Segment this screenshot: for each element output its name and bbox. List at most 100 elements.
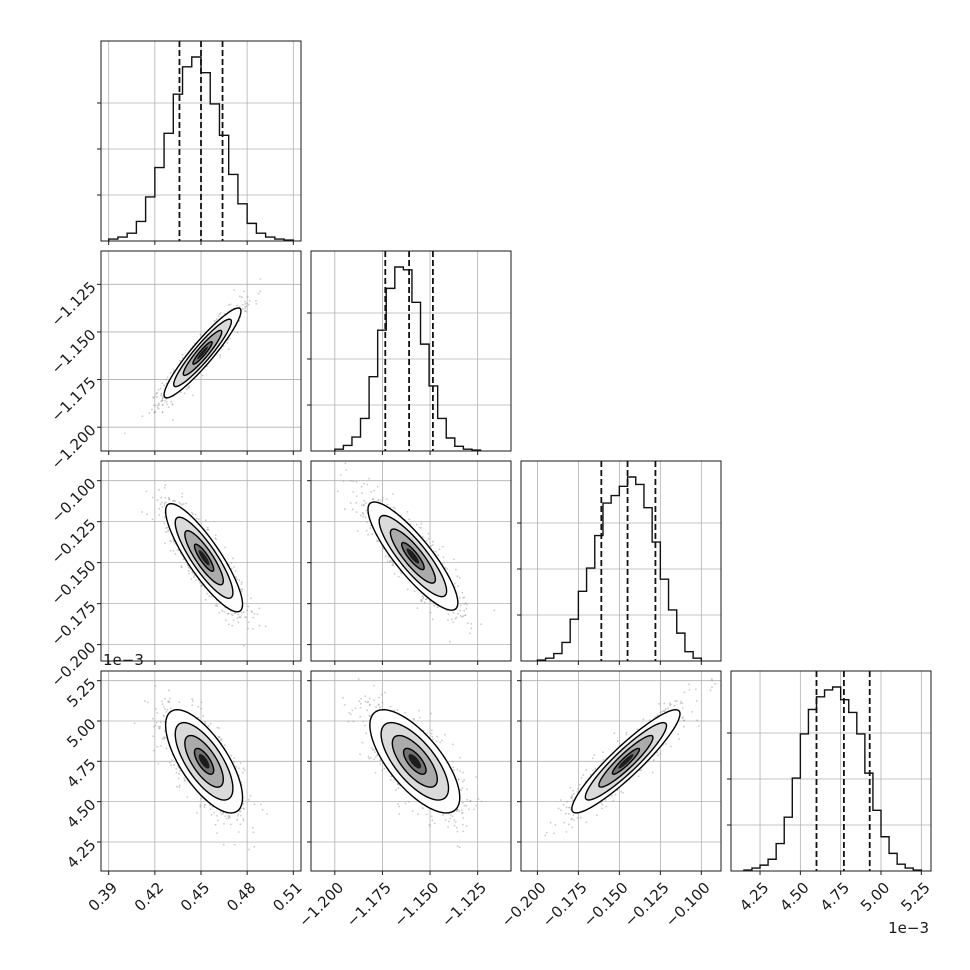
sample-point [352, 480, 355, 483]
sample-point [230, 567, 233, 570]
sample-point [215, 538, 218, 541]
sample-point [206, 528, 209, 531]
sample-point [376, 485, 379, 488]
sample-point [219, 354, 222, 357]
panel-content [141, 484, 267, 647]
sample-point [450, 618, 453, 621]
sample-point [124, 432, 126, 435]
sample-point [144, 700, 146, 702]
sample-point [251, 827, 254, 829]
sample-point [158, 727, 161, 730]
sample-point [460, 809, 463, 811]
sample-point [169, 549, 172, 552]
sample-point [180, 565, 183, 568]
sample-point [372, 498, 375, 500]
sample-point [161, 397, 164, 399]
sample-point [214, 823, 217, 826]
sample-point [236, 818, 239, 821]
sample-point [199, 804, 202, 806]
sample-point [430, 712, 432, 715]
sample-point [470, 627, 473, 630]
sample-point [161, 411, 164, 414]
sample-point [435, 550, 437, 553]
sample-point [465, 602, 467, 604]
sample-point [155, 721, 158, 724]
sample-point [431, 618, 434, 621]
sample-point [422, 596, 425, 598]
sample-point [430, 545, 433, 548]
sample-point [425, 540, 428, 542]
sample-point [153, 411, 156, 414]
sample-point [245, 616, 248, 619]
sample-point [404, 711, 407, 714]
sample-point [457, 613, 459, 615]
sample-point [420, 522, 423, 525]
sample-point [168, 701, 171, 703]
sample-point [380, 500, 382, 502]
sample-point [394, 507, 396, 510]
sample-point [242, 819, 245, 822]
sample-point [175, 767, 178, 770]
sample-point [237, 621, 240, 624]
sample-point [462, 771, 464, 774]
sample-point [244, 616, 247, 618]
sample-point [469, 800, 472, 803]
sample-point [354, 707, 357, 710]
sample-point [179, 502, 182, 505]
sample-point [418, 716, 421, 719]
sample-point [250, 610, 253, 612]
sample-point [161, 411, 164, 413]
sample-point [355, 502, 358, 504]
sample-point [253, 803, 256, 806]
sample-point [233, 760, 236, 763]
sample-point [188, 386, 191, 389]
sample-point [461, 591, 464, 594]
sample-point [193, 574, 196, 577]
sample-point [248, 299, 251, 302]
sample-point [210, 595, 213, 598]
sample-point [247, 627, 250, 630]
sample-point [171, 419, 174, 421]
sample-point [214, 534, 217, 537]
sample-point [185, 502, 188, 505]
sample-point [223, 610, 226, 613]
sample-point [392, 563, 395, 566]
sample-point [206, 526, 209, 529]
sample-point [160, 400, 163, 403]
sample-point [177, 777, 180, 780]
sample-point [266, 813, 268, 815]
sample-point [224, 546, 226, 549]
sample-point [370, 491, 372, 493]
sample-point [220, 738, 223, 740]
sample-point [264, 625, 267, 628]
sample-point [167, 529, 170, 531]
sample-point [428, 537, 430, 540]
sample-point [377, 703, 380, 706]
sample-point [161, 501, 163, 504]
sample-point [183, 779, 186, 782]
contour-line [193, 747, 215, 775]
sample-point [200, 701, 203, 704]
sample-point [165, 378, 168, 381]
sample-point [234, 570, 237, 572]
sample-point [406, 510, 409, 513]
density-core [198, 754, 210, 769]
sample-point [191, 572, 194, 574]
sample-point [216, 832, 219, 834]
sample-point [163, 487, 166, 489]
sample-point [171, 403, 174, 406]
sample-point [241, 308, 244, 310]
sample-point [154, 411, 157, 414]
histogram-step-p3 [536, 476, 703, 661]
sample-point [379, 706, 381, 709]
sample-point [218, 736, 221, 738]
contour-line [182, 329, 223, 377]
sample-point [162, 714, 165, 717]
sample-point [454, 582, 456, 585]
sample-point [469, 632, 471, 635]
sample-point [151, 496, 154, 499]
sample-point [154, 708, 157, 710]
sample-point [421, 600, 423, 603]
sample-point [431, 736, 434, 738]
sample-point [246, 609, 249, 612]
